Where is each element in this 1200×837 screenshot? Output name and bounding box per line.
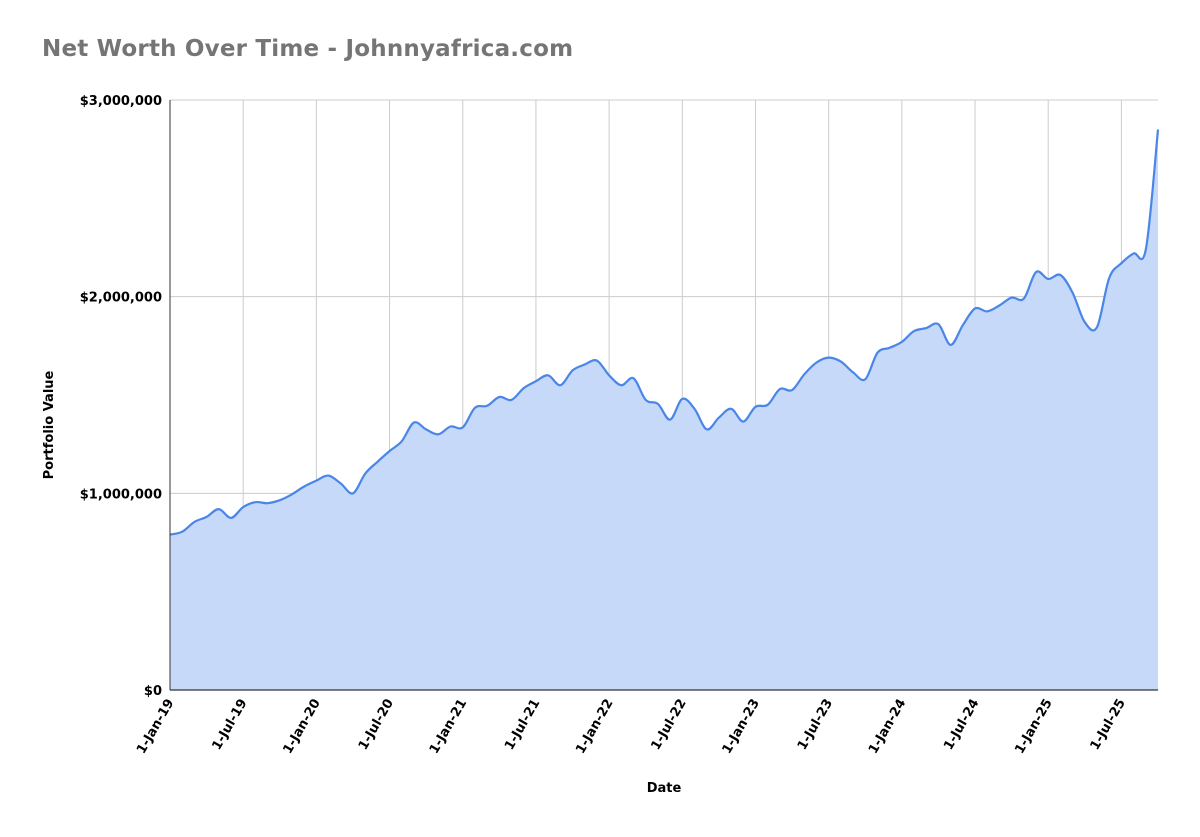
x-tick-label: 1-Jul-19: [209, 697, 250, 753]
x-tick-label: 1-Jul-24: [941, 697, 982, 753]
y-tick-label: $2,000,000: [80, 291, 162, 306]
x-tick-label: 1-Jan-21: [427, 697, 470, 757]
x-tick-label: 1-Jan-24: [866, 697, 909, 757]
y-tick-label: $3,000,000: [80, 94, 162, 109]
series-line: [169, 129, 1160, 536]
x-tick-label: 1-Jan-19: [134, 697, 177, 757]
series-area: [170, 129, 1158, 690]
x-tick-label: 1-Jan-23: [720, 697, 763, 757]
x-axis-title: Date: [647, 781, 682, 796]
y-tick-label: $0: [144, 684, 162, 699]
x-tick-label: 1-Jul-25: [1088, 697, 1129, 753]
x-tick-label: 1-Jan-22: [573, 697, 616, 757]
x-tick-label: 1-Jul-22: [649, 697, 690, 753]
x-tick-label: 1-Jul-23: [795, 697, 836, 753]
area-layer: [169, 129, 1160, 690]
x-tick-label: 1-Jul-20: [356, 697, 397, 753]
x-tick-label: 1-Jul-21: [502, 697, 543, 753]
y-tick-labels: $0 $1,000,000 $2,000,000 $3,000,000: [80, 94, 162, 699]
x-tick-label: 1-Jan-25: [1012, 697, 1055, 757]
x-tick-label: 1-Jan-20: [280, 697, 323, 757]
axis-layer: [169, 100, 1158, 691]
y-tick-label: $1,000,000: [80, 487, 162, 502]
x-tick-labels: 1-Jan-19 1-Jul-19 1-Jan-20 1-Jul-20 1-Jan-21…: [134, 697, 1129, 757]
chart-title: Net Worth Over Time - Johnnyafrica.com: [42, 36, 574, 62]
y-axis-title: Portfolio Value: [42, 370, 57, 479]
